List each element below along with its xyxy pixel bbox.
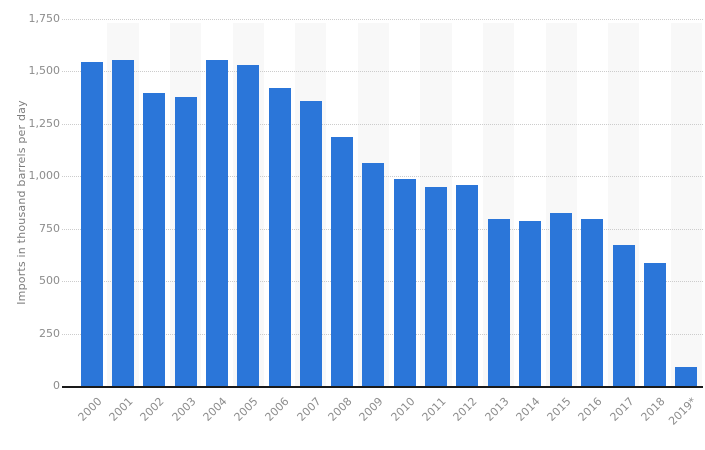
bar-2018[interactable]: [644, 263, 666, 386]
x-tick-label: 2006: [262, 394, 292, 424]
bar-2010[interactable]: [393, 178, 416, 386]
y-tick-label: 750: [39, 221, 60, 235]
x-tick-label: 2003: [169, 394, 199, 424]
y-tick-label: 1,250: [28, 116, 61, 130]
x-tick-label: 2004: [200, 394, 230, 424]
bar-2002[interactable]: [143, 92, 166, 386]
x-tick-label: 2005: [231, 394, 261, 424]
gridline: [62, 71, 703, 73]
x-tick-label: 2017: [607, 394, 637, 424]
bar-2013[interactable]: [487, 218, 510, 386]
x-tick-label: 2018: [638, 394, 668, 424]
y-tick-label: 1,500: [28, 64, 61, 78]
x-tick-label: 2000: [75, 394, 105, 424]
x-tick-label: 2007: [294, 394, 324, 424]
x-tick-label: 2002: [137, 394, 167, 424]
column-stripe: [670, 23, 702, 386]
bar-2003[interactable]: [174, 97, 197, 386]
bar-2004[interactable]: [205, 60, 228, 386]
y-tick-label: 250: [39, 326, 60, 340]
x-tick-label: 2008: [325, 394, 355, 424]
y-tick-label: 1,000: [28, 169, 61, 183]
x-tick-label: 2019*: [666, 394, 699, 428]
bar-2016[interactable]: [581, 219, 604, 386]
bar-2005[interactable]: [237, 65, 260, 386]
bar-2007[interactable]: [299, 100, 322, 386]
x-tick-label: 2016: [575, 394, 605, 424]
gridline: [62, 19, 703, 20]
x-tick-label: 2015: [544, 394, 574, 424]
bar-2017[interactable]: [612, 244, 635, 386]
bar-2009[interactable]: [362, 163, 385, 386]
x-tick-label: 2013: [482, 394, 512, 424]
bar-2014[interactable]: [518, 220, 541, 386]
bar-2012[interactable]: [456, 184, 479, 386]
bar-2006[interactable]: [268, 88, 291, 386]
bar-2019[interactable]: [675, 366, 698, 386]
x-tick-label: 2009: [356, 394, 386, 424]
bar-2000[interactable]: [80, 61, 103, 386]
y-tick-label: 1,750: [28, 12, 61, 25]
x-tick-label: 2014: [513, 394, 543, 424]
y-tick-label: 0: [53, 379, 60, 392]
x-tick-label: 2011: [419, 394, 449, 424]
y-axis-tick-labels: 0 250 500 750 1,000 1,250 1,500 1,750: [0, 0, 61, 450]
x-tick-label: 2010: [388, 394, 418, 424]
gridline: [62, 123, 703, 125]
bar-2008[interactable]: [331, 136, 353, 386]
bar-2015[interactable]: [550, 212, 573, 386]
bar-2011[interactable]: [424, 186, 447, 386]
x-tick-label: 2012: [450, 394, 480, 424]
x-tick-label: 2001: [106, 394, 136, 424]
y-tick-label: 500: [39, 274, 60, 288]
plot-area: [62, 19, 703, 388]
bar-2001[interactable]: [111, 60, 134, 386]
